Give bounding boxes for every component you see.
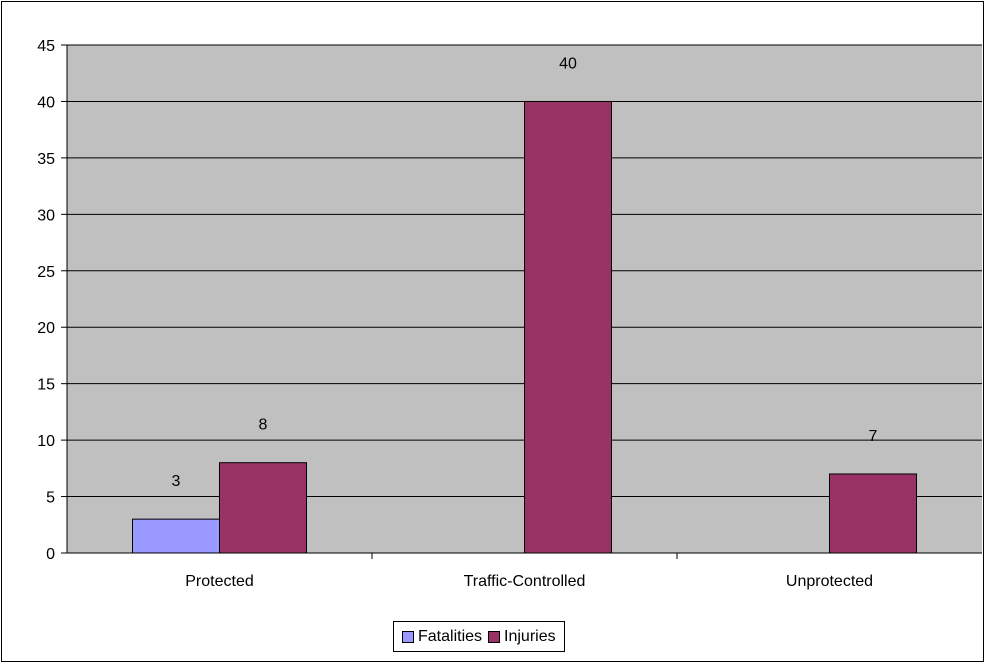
legend-item-fatalities: Fatalities	[402, 628, 482, 646]
y-tick-label: 0	[46, 546, 55, 563]
bar	[132, 518, 220, 554]
y-tick-label: 10	[37, 433, 55, 450]
legend-label-injuries: Injuries	[504, 627, 556, 645]
data-label: 8	[259, 417, 268, 434]
y-tick-label: 40	[37, 94, 55, 111]
y-tick-label: 15	[37, 377, 55, 394]
x-tick-label: Traffic-Controlled	[464, 573, 586, 590]
data-label: 7	[869, 428, 878, 445]
x-tick-label: Protected	[185, 573, 253, 590]
y-tick-label: 5	[46, 490, 55, 507]
y-tick-label: 20	[37, 320, 55, 337]
x-tick-label: Unprotected	[786, 573, 873, 590]
data-label: 3	[172, 473, 181, 490]
y-tick-label: 25	[37, 264, 55, 281]
data-label: 40	[559, 55, 577, 72]
bar	[219, 462, 307, 554]
y-tick-label: 30	[37, 207, 55, 224]
injuries-swatch	[488, 630, 501, 643]
y-tick-label: 35	[37, 151, 55, 168]
bar	[829, 473, 917, 554]
legend: Fatalities Injuries	[393, 621, 565, 652]
fatalities-swatch	[402, 630, 414, 643]
bar	[524, 100, 612, 554]
legend-item-injuries: Injuries	[488, 628, 556, 646]
y-tick-label: 45	[37, 38, 55, 55]
legend-label-fatalities: Fatalities	[418, 627, 483, 645]
